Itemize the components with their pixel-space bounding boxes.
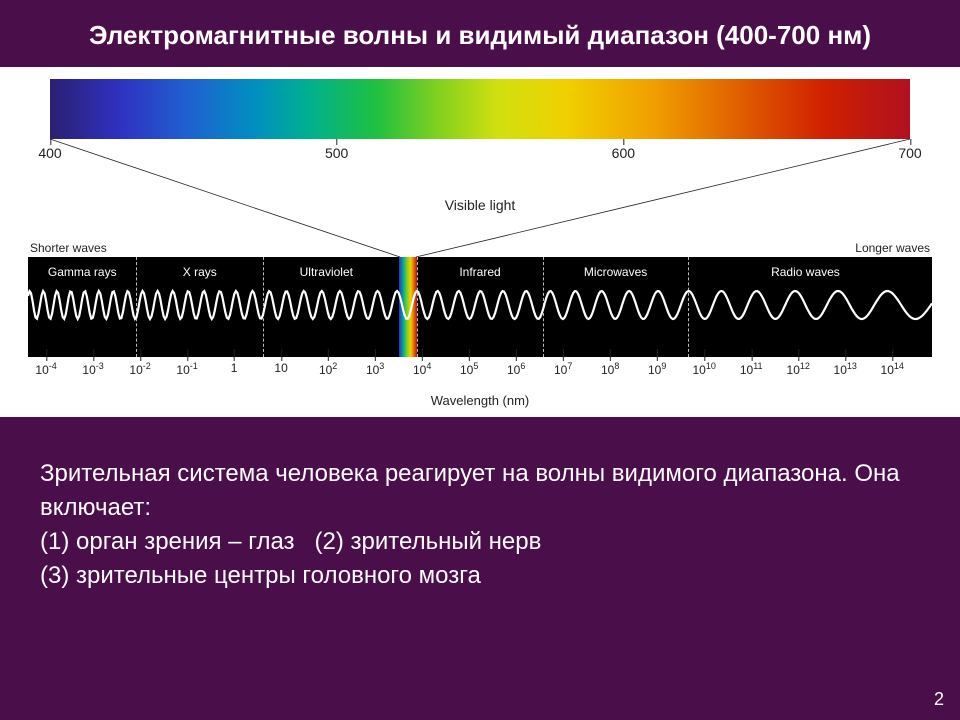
visible-tick: 700 <box>898 145 921 161</box>
wavelength-tick: 105 <box>460 361 478 377</box>
em-region-label: Radio waves <box>771 265 840 279</box>
wavelength-tick: 1013 <box>834 361 857 377</box>
wavelength-tick: 10 <box>274 361 287 375</box>
body-line-1: Зрительная система человека реагирует на… <box>40 457 920 525</box>
em-region-label: Microwaves <box>584 265 647 279</box>
visible-spectrum-ticks: 400500600700 <box>50 141 910 169</box>
body-line-3: (3) зрительные центры головного мозга <box>40 559 920 593</box>
wavelength-tick: 109 <box>648 361 666 377</box>
wavelength-tick: 104 <box>413 361 431 377</box>
wavelength-tick: 1014 <box>881 361 904 377</box>
em-region-label: Gamma rays <box>48 265 117 279</box>
body-line-2: (1) орган зрения – глаз (2) зрительный н… <box>40 525 920 559</box>
wavelength-tick: 108 <box>601 361 619 377</box>
em-region-label: X rays <box>183 265 217 279</box>
visible-tick: 400 <box>38 145 61 161</box>
wavelength-tick: 1010 <box>693 361 716 377</box>
wavelength-scale: 10-4 10-3 10-2 10-1 1 10 102 103 104 105 106 107 108… <box>28 361 932 391</box>
em-region-label: Ultraviolet <box>300 265 353 279</box>
wavelength-tick: 10-3 <box>82 361 103 377</box>
wavelength-tick: 10-2 <box>129 361 150 377</box>
visible-tick: 500 <box>325 145 348 161</box>
wavelength-tick: 103 <box>366 361 384 377</box>
wavelength-tick: 1011 <box>740 361 763 377</box>
visible-light-label: Visible light <box>0 197 960 213</box>
page-number: 2 <box>934 689 944 710</box>
em-region-label: Infrared <box>459 265 500 279</box>
wavelength-tick: 107 <box>554 361 572 377</box>
visible-spectrum-gradient <box>50 79 910 139</box>
wavelength-tick: 102 <box>319 361 337 377</box>
wavelength-tick: 1012 <box>787 361 810 377</box>
wavelength-tick: 10-1 <box>176 361 197 377</box>
wavelength-tick: 10-4 <box>35 361 56 377</box>
body-text: Зрительная система человека реагирует на… <box>0 417 960 593</box>
visible-tick: 600 <box>612 145 635 161</box>
shorter-waves-label: Shorter waves <box>30 241 107 255</box>
wavelength-axis-label: Wavelength (nm) <box>0 393 960 408</box>
wavelength-tick: 106 <box>507 361 525 377</box>
em-spectrum-diagram: 400 500 600 700 Visible light Shorter waves… <box>0 67 960 417</box>
wavelength-tick: 1 <box>231 361 238 375</box>
em-wave-curve <box>28 285 932 325</box>
longer-waves-label: Longer waves <box>855 241 930 255</box>
visible-spectrum-bar-container <box>50 79 910 139</box>
slide-title: Электромагнитные волны и видимый диапазо… <box>0 0 960 67</box>
